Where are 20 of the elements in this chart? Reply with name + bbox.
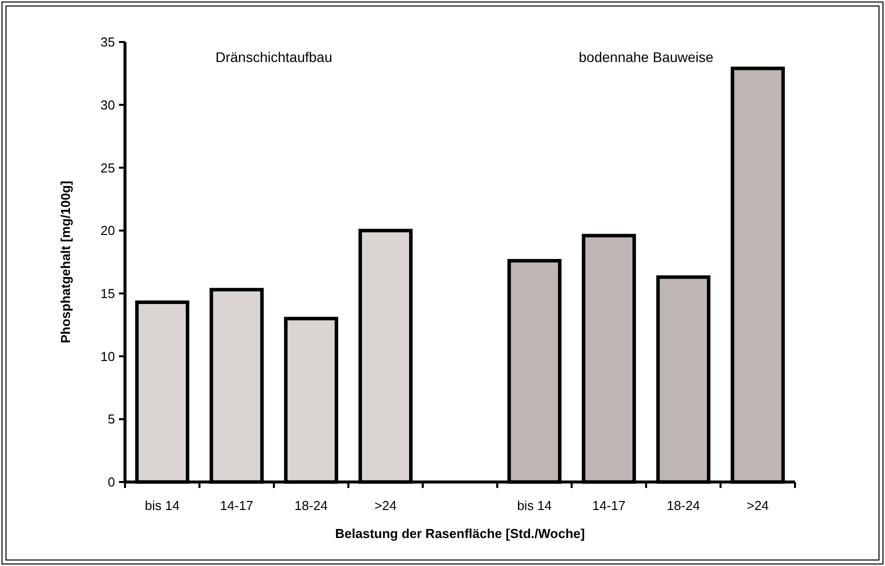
x-tick-label: >24 — [374, 498, 397, 513]
x-tick-label: 14-17 — [592, 498, 626, 513]
y-tick-label: 35 — [100, 34, 115, 50]
annotation: bodennahe Bauweise — [578, 49, 714, 65]
x-tick-label: 18-24 — [666, 498, 700, 513]
x-tick-label: bis 14 — [144, 498, 180, 513]
y-tick-label: 0 — [108, 474, 115, 490]
x-tick-label: >24 — [746, 498, 769, 513]
y-tick-label: 30 — [100, 97, 115, 112]
x-tick-label: 14-17 — [220, 498, 254, 513]
y-tick-label: 5 — [108, 412, 115, 427]
annotation: Dränschichtaufbau — [216, 49, 332, 65]
y-tick-label: 25 — [100, 160, 115, 176]
x-tick-label: bis 14 — [517, 498, 552, 513]
y-axis-title: Phosphatgehalt [mg/100g] — [58, 180, 73, 344]
y-tick-label: 10 — [100, 348, 115, 364]
y-tick-label: 20 — [100, 223, 115, 238]
x-tick-label: 18-24 — [294, 498, 328, 513]
x-axis-title: Belastung der Rasenfläche [Std./Woche] — [335, 526, 585, 541]
y-tick-label: 15 — [100, 286, 115, 301]
